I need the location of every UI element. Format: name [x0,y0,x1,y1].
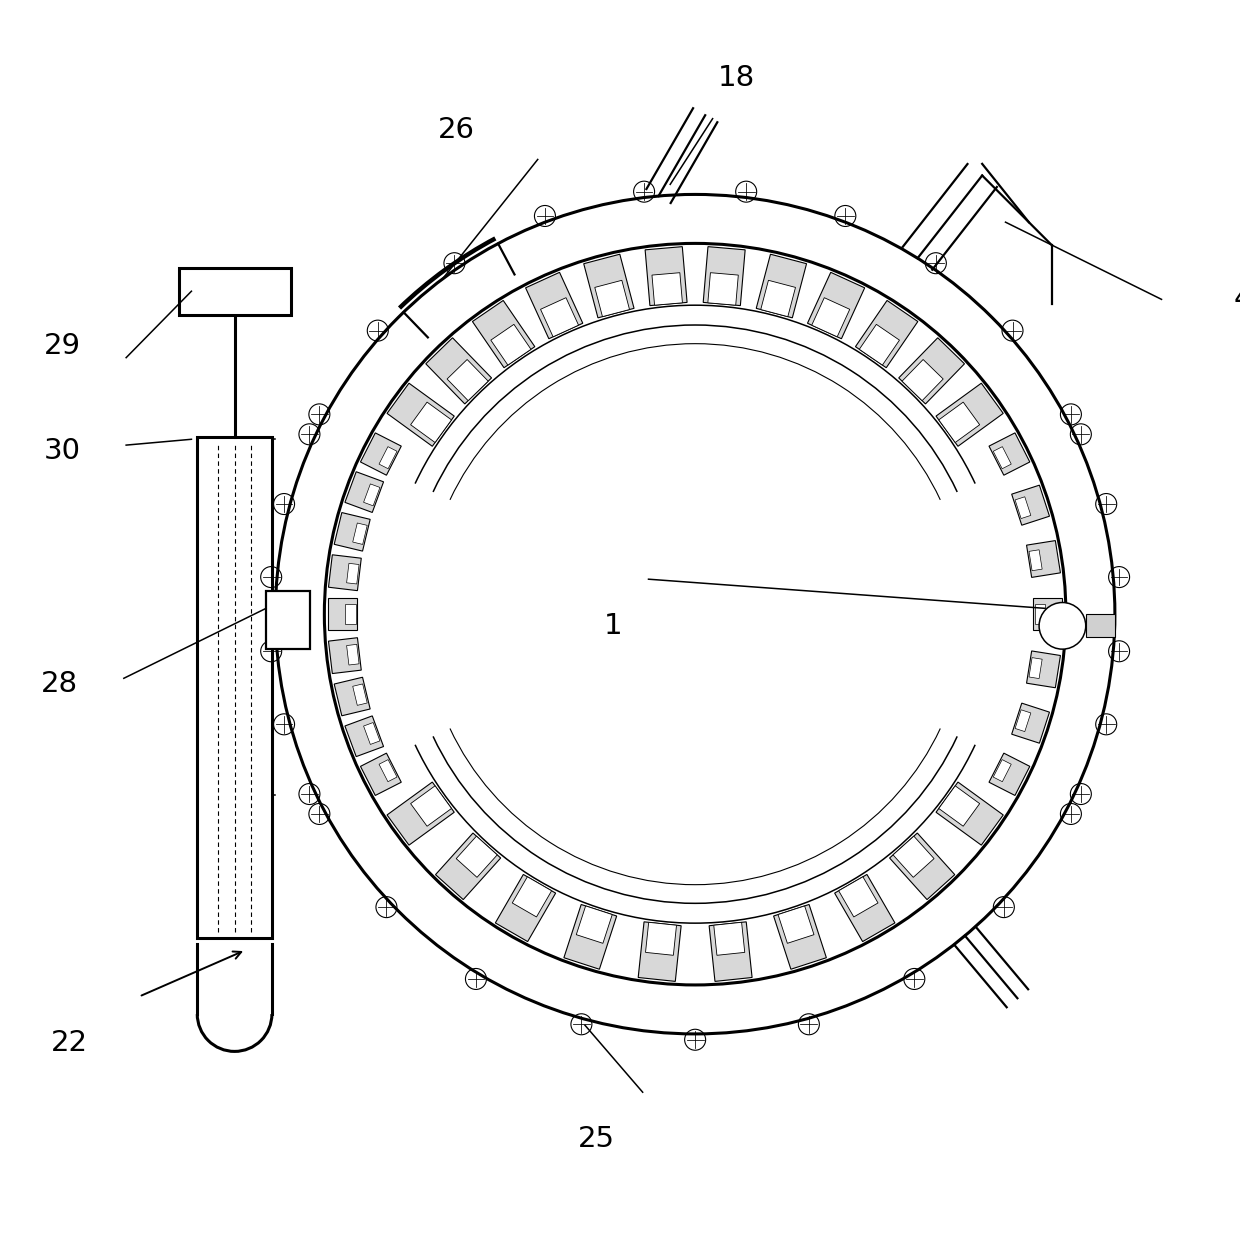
Polygon shape [347,564,360,584]
Polygon shape [379,446,397,469]
Polygon shape [893,837,934,878]
Polygon shape [936,383,1003,446]
Polygon shape [1034,605,1045,624]
Polygon shape [346,605,356,624]
Polygon shape [410,402,451,443]
Polygon shape [1029,657,1042,678]
Polygon shape [1027,651,1060,688]
Polygon shape [363,722,379,744]
Polygon shape [335,677,371,716]
Polygon shape [1012,485,1049,525]
Polygon shape [327,597,357,631]
Polygon shape [993,759,1012,782]
Polygon shape [577,905,613,943]
Polygon shape [703,247,745,306]
Polygon shape [363,484,379,506]
Polygon shape [856,301,918,368]
Text: 25: 25 [578,1125,615,1153]
Text: 29: 29 [43,332,81,360]
Polygon shape [1016,710,1030,732]
Polygon shape [807,272,864,339]
Text: 18: 18 [717,64,755,92]
Polygon shape [526,272,583,339]
Polygon shape [410,786,451,827]
Polygon shape [345,716,383,757]
Polygon shape [448,359,489,400]
Polygon shape [639,922,681,981]
Polygon shape [435,833,501,899]
Polygon shape [595,281,630,317]
Text: 4: 4 [1234,286,1240,313]
Polygon shape [812,298,849,337]
Polygon shape [564,904,616,969]
Polygon shape [645,247,687,306]
Polygon shape [652,273,682,306]
Polygon shape [1016,496,1030,519]
Polygon shape [835,874,895,941]
Polygon shape [859,324,899,365]
Polygon shape [329,637,361,673]
Bar [267,591,310,650]
Polygon shape [838,877,878,917]
Polygon shape [993,446,1012,469]
Polygon shape [939,402,980,443]
Polygon shape [425,338,491,404]
Text: 22: 22 [51,1029,88,1057]
Polygon shape [714,923,745,955]
Polygon shape [899,338,965,404]
Text: 30: 30 [43,436,81,465]
Polygon shape [361,753,402,796]
Bar [197,436,272,938]
Circle shape [1039,602,1086,650]
Polygon shape [541,298,579,337]
Polygon shape [352,522,367,545]
Polygon shape [329,555,361,591]
Polygon shape [709,922,753,981]
Polygon shape [345,471,383,513]
Polygon shape [936,782,1003,845]
Polygon shape [646,923,677,955]
Bar [179,268,290,314]
Polygon shape [512,877,552,917]
Polygon shape [939,786,980,827]
Polygon shape [756,254,806,318]
Text: 1: 1 [604,612,622,640]
Polygon shape [361,433,402,475]
Polygon shape [1029,550,1042,571]
Polygon shape [990,753,1029,796]
Bar [1086,615,1115,637]
Text: 28: 28 [41,670,78,698]
Polygon shape [495,874,556,941]
Polygon shape [1027,541,1060,577]
Polygon shape [347,645,360,665]
Polygon shape [774,904,826,969]
Polygon shape [708,273,738,306]
Polygon shape [387,383,454,446]
Polygon shape [889,833,955,899]
Polygon shape [990,433,1029,475]
Polygon shape [472,301,534,368]
Polygon shape [335,513,371,551]
Polygon shape [379,759,397,782]
Text: 26: 26 [438,116,475,145]
Polygon shape [456,837,497,878]
Polygon shape [352,683,367,706]
Polygon shape [777,905,813,943]
Polygon shape [901,359,944,400]
Polygon shape [761,281,796,317]
Polygon shape [1012,703,1049,743]
Polygon shape [1033,597,1063,631]
Polygon shape [584,254,634,318]
Polygon shape [387,782,454,845]
Polygon shape [491,324,531,365]
